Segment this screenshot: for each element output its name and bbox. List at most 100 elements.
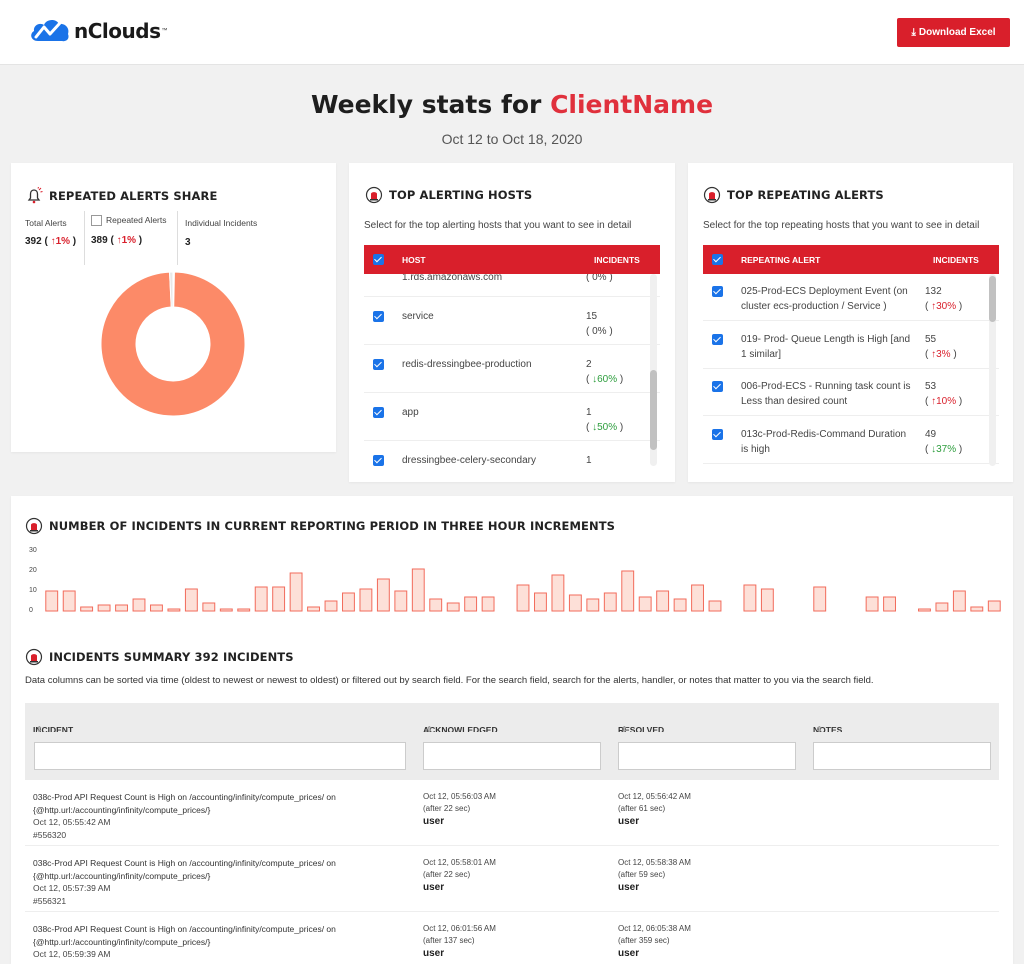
chart-bar[interactable] — [184, 588, 198, 612]
chart-bar[interactable] — [254, 586, 268, 612]
alert-name: 019- Prod- Queue Length is High [and 1 si… — [741, 333, 910, 360]
host-checkbox[interactable] — [373, 359, 384, 370]
chart-bar[interactable] — [883, 596, 896, 612]
chart-bar[interactable] — [115, 604, 128, 612]
table-row[interactable]: 038c-Prod API Request Count is High on /… — [25, 780, 999, 846]
download-excel-button[interactable]: ⤓ Download Excel — [897, 18, 1010, 47]
y-tick-label: 0 — [29, 607, 33, 614]
table-row[interactable]: service 15 ( 0% ) — [364, 297, 660, 345]
table-row[interactable]: 013c-Prod-Redis-Command Duration is high 4… — [703, 417, 999, 464]
chart-bar[interactable] — [534, 592, 547, 612]
alert-checkbox[interactable] — [712, 333, 723, 345]
chart-bar[interactable] — [429, 598, 443, 612]
alert-change: ( ↑10% ) — [925, 396, 963, 407]
repeated-alerts-card: REPEATED ALERTS SHARE Total Alerts 392 (… — [11, 163, 336, 452]
repeating-scrollbar-thumb[interactable] — [989, 276, 996, 322]
chart-bar[interactable] — [918, 608, 931, 612]
chart-bar[interactable] — [272, 586, 286, 612]
table-row[interactable]: app 1 ( ↓50% ) — [364, 393, 660, 441]
chart-bar[interactable] — [865, 596, 879, 612]
chart-bar[interactable] — [167, 608, 181, 612]
table-row[interactable]: dressingbee-celery-secondary 1 — [364, 441, 660, 466]
chart-bar[interactable] — [446, 602, 460, 612]
chart-bar[interactable] — [289, 572, 303, 612]
chart-bar[interactable] — [202, 602, 216, 612]
host-checkbox[interactable] — [373, 407, 384, 418]
list-item: 1.rds.amazonaws.com ( 0% ) — [364, 274, 660, 297]
select-all-hosts-checkbox[interactable] — [373, 254, 384, 265]
top-bar: nClouds ™ ⤓ Download Excel — [0, 0, 1024, 65]
table-row[interactable]: 019- Prod- Queue Length is High [and 1 si… — [703, 322, 999, 369]
incident-search-input[interactable] — [34, 742, 406, 770]
chart-bar[interactable] — [342, 592, 355, 612]
repeated-alerts-legend[interactable]: Repeated Alerts — [91, 215, 166, 227]
chart-bar[interactable] — [987, 600, 1001, 612]
logo[interactable]: nClouds ™ — [28, 14, 167, 48]
chart-bar[interactable] — [516, 584, 530, 612]
chart-bar[interactable] — [935, 602, 949, 612]
hosts-scrollbar-thumb[interactable] — [650, 370, 657, 450]
select-all-alerts-checkbox[interactable] — [712, 254, 723, 265]
chart-bar[interactable] — [150, 604, 163, 612]
sort-icon: ⇕ — [816, 725, 823, 734]
incidents-chart-title: NUMBER OF INCIDENTS IN CURRENT REPORTING… — [25, 517, 615, 535]
chart-bar[interactable] — [376, 578, 390, 612]
incidents-bar-chart — [45, 568, 1001, 612]
chart-bar[interactable] — [394, 590, 408, 612]
chart-bar[interactable] — [45, 590, 59, 612]
summary-description: Data columns can be sorted via time (old… — [25, 675, 874, 686]
chart-bar[interactable] — [551, 574, 565, 612]
chart-bar[interactable] — [324, 600, 338, 612]
chart-bar[interactable] — [359, 588, 373, 612]
chart-bar[interactable] — [97, 604, 111, 612]
chart-bar[interactable] — [673, 598, 687, 612]
date-range: Oct 12 to Oct 18, 2020 — [441, 131, 583, 147]
host-name: dressingbee-celery-secondary — [402, 455, 536, 466]
resolved-search-input[interactable] — [618, 742, 796, 770]
chart-bar[interactable] — [307, 606, 320, 612]
chart-bar[interactable] — [62, 590, 76, 612]
chart-bar[interactable] — [970, 606, 984, 612]
chart-bar[interactable] — [586, 598, 600, 612]
notes-search-input[interactable] — [813, 742, 991, 770]
table-row[interactable]: 006-Prod-ECS - Running task count is Less… — [703, 369, 999, 416]
incidents-summary-title: INCIDENTS SUMMARY 392 INCIDENTS — [25, 648, 294, 666]
chart-bar[interactable] — [656, 590, 670, 612]
chart-bar[interactable] — [760, 588, 774, 612]
chart-bar[interactable] — [481, 596, 495, 612]
table-row[interactable]: 025-Prod-ECS Deployment Event (on cluster… — [703, 274, 999, 321]
repeated-alerts-value: 389 ( ↑1% ) — [91, 235, 143, 246]
chart-bar[interactable] — [568, 594, 582, 612]
chart-bar[interactable] — [411, 568, 425, 612]
chart-bar[interactable] — [813, 586, 827, 612]
table-row[interactable]: redis-dressingbee-production 2 ( ↓60% ) — [364, 345, 660, 393]
table-row[interactable]: 038c-Prod API Request Count is High on /… — [25, 912, 999, 964]
alert-checkbox[interactable] — [712, 286, 723, 297]
chart-bar[interactable] — [708, 600, 722, 612]
acknowledged-search-input[interactable] — [423, 742, 601, 770]
alert-checkbox[interactable] — [712, 428, 723, 440]
incident-cell: 038c-Prod API Request Count is High on /… — [33, 924, 336, 964]
chart-bar[interactable] — [952, 590, 966, 612]
title-prefix: Weekly stats for — [310, 90, 551, 119]
donut-slice-individual[interactable] — [169, 271, 174, 308]
host-checkbox[interactable] — [373, 455, 384, 466]
chart-bar[interactable] — [237, 608, 251, 612]
chart-bar[interactable] — [219, 608, 233, 612]
chart-bar[interactable] — [621, 570, 635, 612]
chart-bar[interactable] — [743, 584, 757, 612]
chart-bar[interactable] — [691, 584, 704, 612]
repeated-alerts-checkbox[interactable] — [91, 215, 102, 227]
chart-bar[interactable] — [132, 598, 146, 612]
alert-checkbox[interactable] — [712, 381, 723, 392]
chart-bar[interactable] — [80, 606, 94, 612]
chart-bar[interactable] — [638, 596, 652, 612]
donut-slice-repeated[interactable] — [100, 271, 246, 417]
chart-bar[interactable] — [603, 592, 617, 612]
table-row[interactable]: 038c-Prod API Request Count is High on /… — [25, 846, 999, 912]
host-checkbox[interactable] — [373, 311, 384, 322]
repeating-scrollbar[interactable] — [989, 274, 996, 466]
individual-incidents-label: Individual Incidents — [185, 218, 258, 228]
chart-bar[interactable] — [464, 596, 478, 612]
hosts-scrollbar[interactable] — [650, 274, 657, 466]
